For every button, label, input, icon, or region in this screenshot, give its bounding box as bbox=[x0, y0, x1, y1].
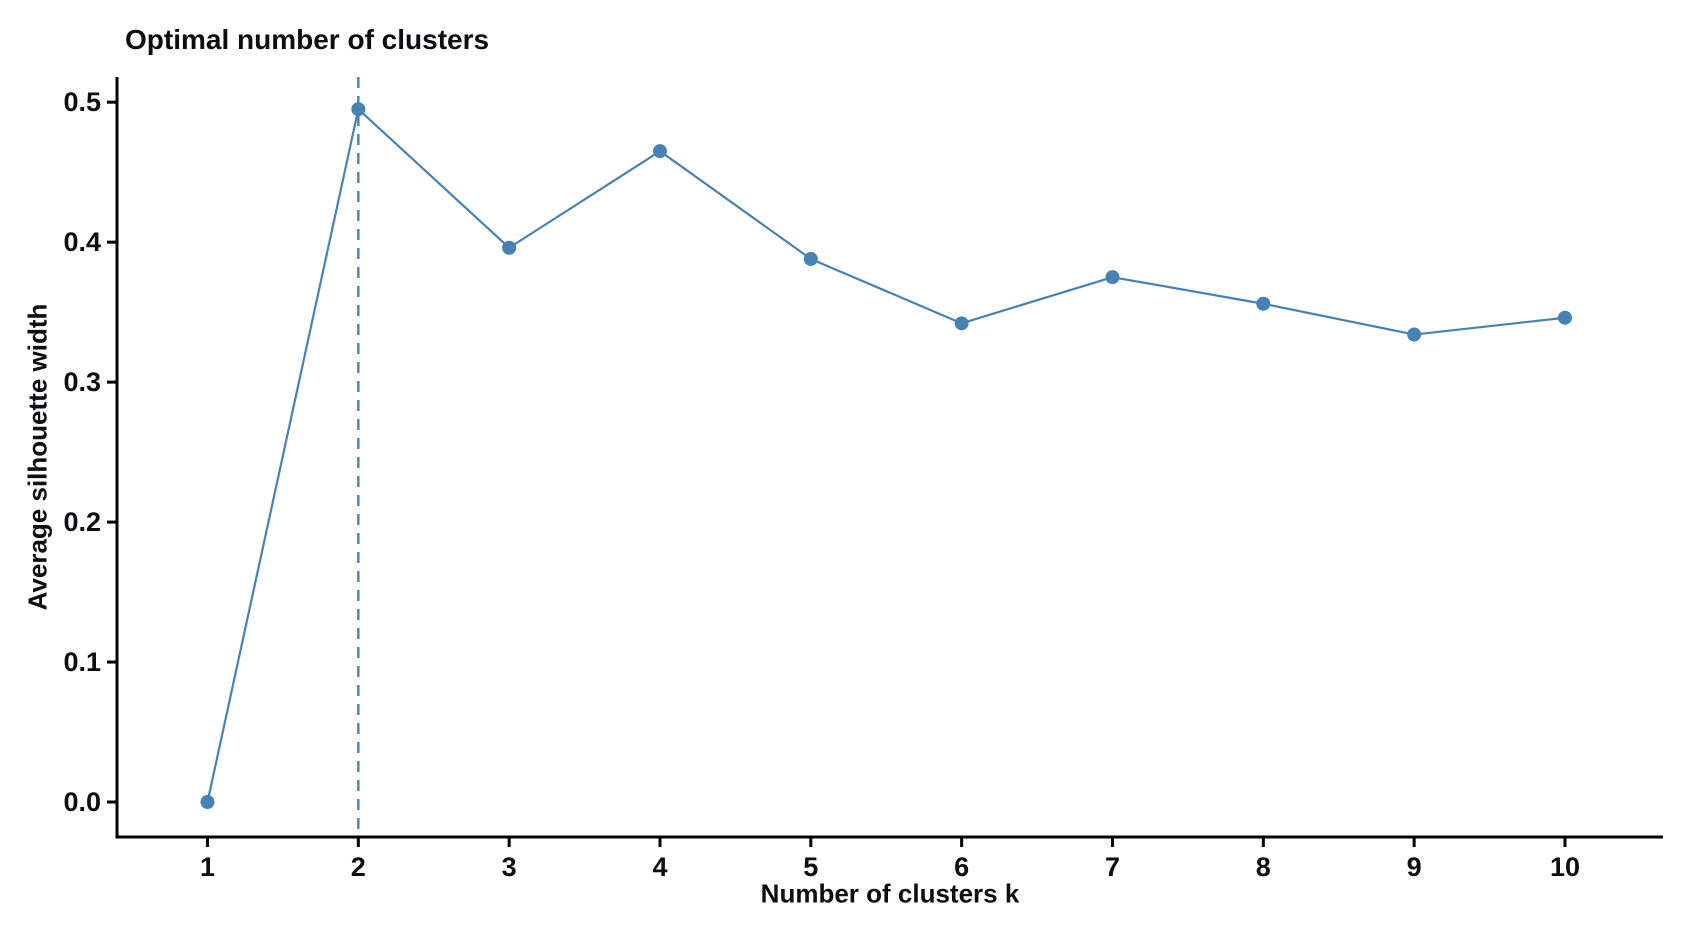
x-tick-label: 3 bbox=[502, 852, 517, 882]
y-tick-label: 0.5 bbox=[63, 87, 101, 117]
data-point bbox=[200, 795, 215, 810]
x-axis-title: Number of clusters k bbox=[760, 878, 1020, 909]
y-tick-label: 0.4 bbox=[63, 227, 101, 257]
x-tick-label: 4 bbox=[652, 852, 667, 882]
x-tick-label: 10 bbox=[1550, 852, 1580, 882]
x-tick-label: 5 bbox=[803, 852, 818, 882]
data-point bbox=[502, 240, 517, 255]
data-point bbox=[1256, 296, 1271, 311]
x-tick-label: 2 bbox=[351, 852, 366, 882]
data-point bbox=[1105, 270, 1120, 285]
x-tick-label: 6 bbox=[954, 852, 969, 882]
x-tick-label: 8 bbox=[1256, 852, 1271, 882]
data-line bbox=[206, 108, 1566, 803]
data-point bbox=[351, 102, 366, 117]
data-point bbox=[803, 251, 818, 266]
data-point bbox=[1407, 327, 1422, 342]
y-tick-label: 0.2 bbox=[63, 507, 101, 537]
chart-title: Optimal number of clusters bbox=[125, 24, 490, 55]
axis-lines bbox=[115, 77, 1663, 839]
y-tick-label: 0.0 bbox=[63, 787, 101, 817]
x-tick-label: 1 bbox=[200, 852, 215, 882]
data-point bbox=[1557, 310, 1572, 325]
data-point bbox=[954, 316, 969, 331]
x-tick-label: 9 bbox=[1407, 852, 1422, 882]
y-tick-label: 0.1 bbox=[63, 647, 101, 677]
x-tick-label: 7 bbox=[1105, 852, 1120, 882]
data-point bbox=[652, 144, 667, 159]
y-tick-label: 0.3 bbox=[63, 367, 101, 397]
